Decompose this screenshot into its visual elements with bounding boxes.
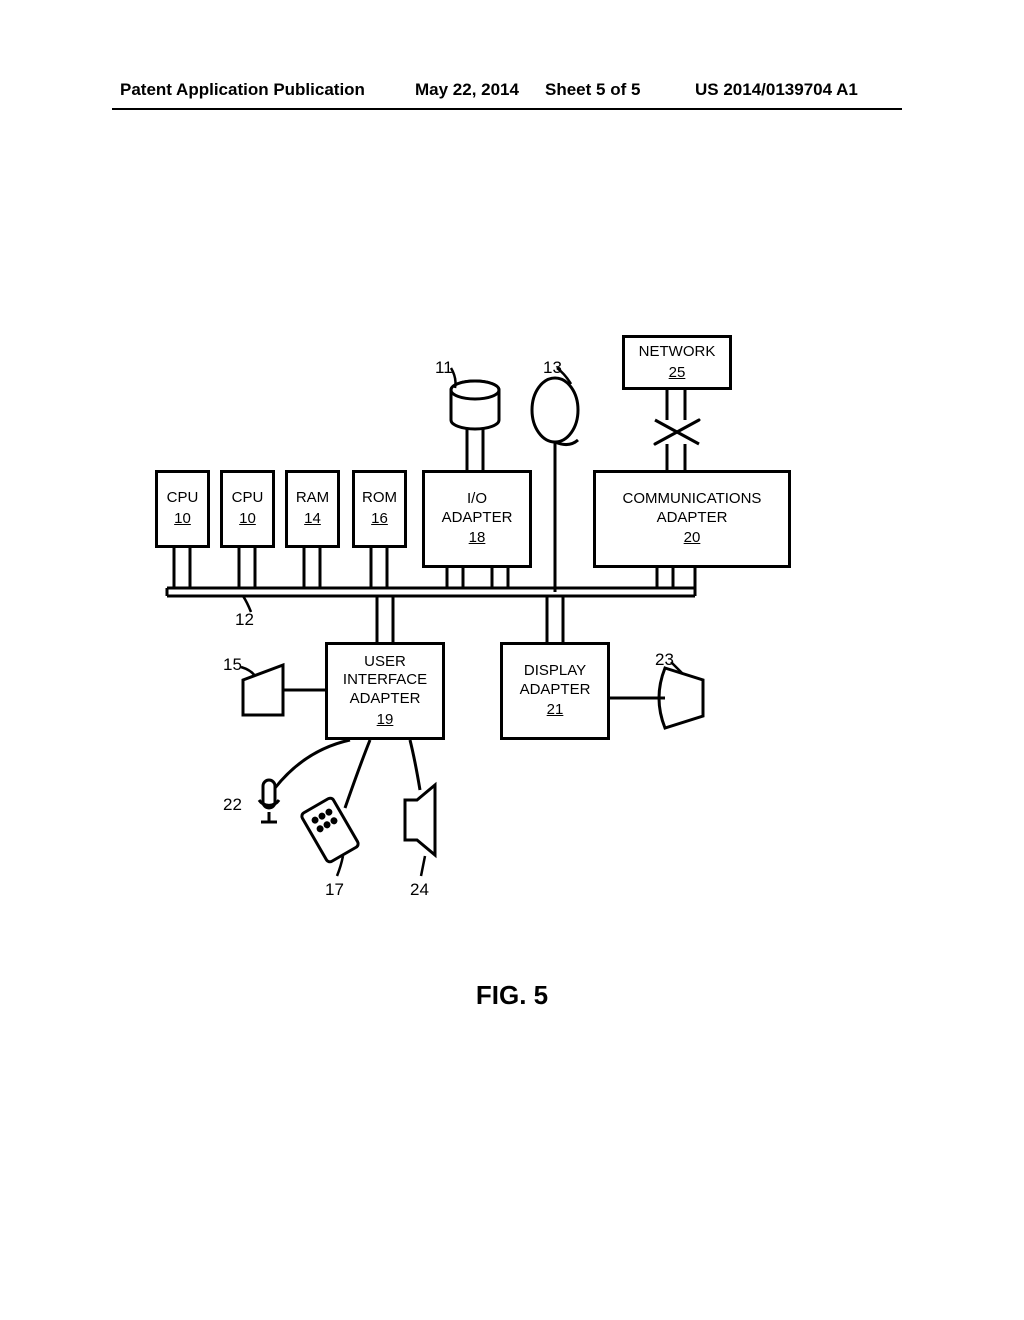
box-label: CPU — [232, 489, 264, 508]
ref-label-12: 12 — [235, 610, 254, 630]
header-rule — [112, 108, 902, 110]
box-label: CPU — [167, 489, 199, 508]
box-display-adapter: DISPLAYADAPTER 21 — [500, 642, 610, 740]
diagram-wires — [155, 320, 885, 940]
ref-label-15: 15 — [223, 655, 242, 675]
header-sheet: Sheet 5 of 5 — [545, 80, 640, 100]
box-cpu-2: CPU 10 — [220, 470, 275, 548]
header-publication: Patent Application Publication — [120, 80, 365, 100]
box-rom: ROM 16 — [352, 470, 407, 548]
box-user-interface-adapter: USERINTERFACEADAPTER 19 — [325, 642, 445, 740]
figure-label: FIG. 5 — [0, 980, 1024, 1011]
ref-label-24: 24 — [410, 880, 429, 900]
box-ref: 25 — [669, 364, 686, 383]
ref-label-17: 17 — [325, 880, 344, 900]
ref-label-13: 13 — [543, 358, 562, 378]
ref-label-23: 23 — [655, 650, 674, 670]
box-comm-adapter: COMMUNICATIONSADAPTER 20 — [593, 470, 791, 568]
ref-label-22: 22 — [223, 795, 242, 815]
box-ref: 19 — [377, 711, 394, 730]
box-label: I/OADAPTER — [442, 490, 513, 528]
header-pub-number: US 2014/0139704 A1 — [695, 80, 858, 100]
box-ref: 10 — [239, 510, 256, 529]
box-label: RAM — [296, 489, 329, 508]
box-network: NETWORK 25 — [622, 335, 732, 390]
box-label: NETWORK — [639, 343, 716, 362]
box-ref: 16 — [371, 510, 388, 529]
box-label: DISPLAYADAPTER — [520, 662, 591, 700]
box-ref: 20 — [684, 529, 701, 548]
box-ref: 21 — [547, 701, 564, 720]
box-label: COMMUNICATIONSADAPTER — [623, 490, 762, 528]
box-label: USERINTERFACEADAPTER — [343, 653, 427, 709]
box-label: ROM — [362, 489, 397, 508]
ref-label-11: 11 — [435, 358, 453, 378]
box-ref: 10 — [174, 510, 191, 529]
box-ram: RAM 14 — [285, 470, 340, 548]
system-block-diagram: CPU 10 CPU 10 RAM 14 ROM 16 I/OADAPTER 1… — [155, 320, 885, 940]
header-date: May 22, 2014 — [415, 80, 519, 100]
box-cpu-1: CPU 10 — [155, 470, 210, 548]
box-ref: 18 — [469, 529, 486, 548]
box-io-adapter: I/OADAPTER 18 — [422, 470, 532, 568]
box-ref: 14 — [304, 510, 321, 529]
